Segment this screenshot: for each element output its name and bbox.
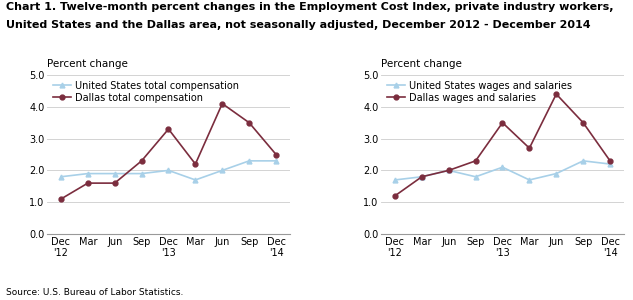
Dallas wages and salaries [499,121,506,124]
Dallas total compensation [165,127,172,131]
United States wages and salaries [445,169,453,172]
Line: United States total compensation: United States total compensation [58,158,279,182]
Dallas wages and salaries [579,121,587,124]
Dallas wages and salaries [553,92,560,96]
United States total compensation [111,172,118,175]
Text: Source: U.S. Bureau of Labor Statistics.: Source: U.S. Bureau of Labor Statistics. [6,288,184,297]
Dallas wages and salaries [525,146,533,150]
Dallas total compensation [246,121,253,124]
United States total compensation [57,175,65,178]
Text: Chart 1. Twelve-month percent changes in the Employment Cost Index, private indu: Chart 1. Twelve-month percent changes in… [6,2,614,11]
Line: Dallas total compensation: Dallas total compensation [58,101,279,202]
United States wages and salaries [391,178,399,182]
Dallas total compensation [57,197,65,201]
United States wages and salaries [499,165,506,169]
Line: United States wages and salaries: United States wages and salaries [392,158,613,182]
United States total compensation [246,159,253,163]
United States wages and salaries [472,175,479,178]
United States wages and salaries [606,162,614,166]
United States total compensation [218,169,226,172]
Dallas total compensation [111,181,118,185]
United States total compensation [165,169,172,172]
United States total compensation [84,172,92,175]
Dallas total compensation [272,153,280,156]
Dallas wages and salaries [445,169,453,172]
Legend: United States wages and salaries, Dallas wages and salaries: United States wages and salaries, Dallas… [386,80,573,104]
United States wages and salaries [525,178,533,182]
Dallas total compensation [218,102,226,105]
Dallas wages and salaries [418,175,425,178]
Text: Percent change: Percent change [47,59,128,69]
United States total compensation [192,178,199,182]
United States wages and salaries [553,172,560,175]
Dallas wages and salaries [472,159,479,163]
Dallas total compensation [84,181,92,185]
Line: Dallas wages and salaries: Dallas wages and salaries [392,92,613,198]
United States total compensation [138,172,146,175]
United States wages and salaries [418,175,425,178]
Legend: United States total compensation, Dallas total compensation: United States total compensation, Dallas… [53,80,240,104]
United States total compensation [272,159,280,163]
Text: United States and the Dallas area, not seasonally adjusted, December 2012 - Dece: United States and the Dallas area, not s… [6,20,591,29]
Dallas wages and salaries [391,194,399,198]
Dallas total compensation [138,159,146,163]
Dallas total compensation [192,162,199,166]
United States wages and salaries [579,159,587,163]
Text: Percent change: Percent change [382,59,462,69]
Dallas wages and salaries [606,159,614,163]
